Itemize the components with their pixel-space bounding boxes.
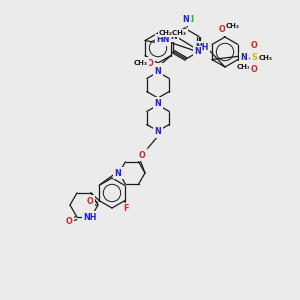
Text: CH₃: CH₃: [226, 23, 240, 29]
Text: Cl: Cl: [185, 16, 195, 25]
Text: CH₂CH₃: CH₂CH₃: [159, 30, 187, 36]
Text: HN: HN: [156, 35, 170, 44]
Text: N: N: [115, 169, 122, 178]
Text: CH₃: CH₃: [237, 64, 251, 70]
Text: NH: NH: [195, 43, 209, 52]
Text: O: O: [87, 196, 93, 206]
Text: N: N: [171, 32, 177, 41]
Text: N: N: [154, 128, 161, 136]
Text: N: N: [154, 98, 161, 107]
Text: O: O: [250, 65, 257, 74]
Text: F: F: [123, 204, 129, 213]
Text: N: N: [241, 53, 248, 62]
Text: N: N: [154, 64, 161, 74]
Text: O: O: [139, 151, 145, 160]
Text: N: N: [154, 67, 161, 76]
Text: O: O: [219, 26, 225, 34]
Text: O: O: [250, 41, 257, 50]
Text: O: O: [147, 58, 153, 68]
Text: CH₃: CH₃: [259, 55, 273, 61]
Text: S: S: [251, 53, 257, 62]
Text: N: N: [154, 100, 161, 109]
Text: N: N: [195, 47, 201, 56]
Text: O: O: [66, 217, 72, 226]
Text: N: N: [183, 16, 189, 25]
Text: NH: NH: [83, 213, 97, 222]
Text: CH₃: CH₃: [134, 60, 148, 66]
